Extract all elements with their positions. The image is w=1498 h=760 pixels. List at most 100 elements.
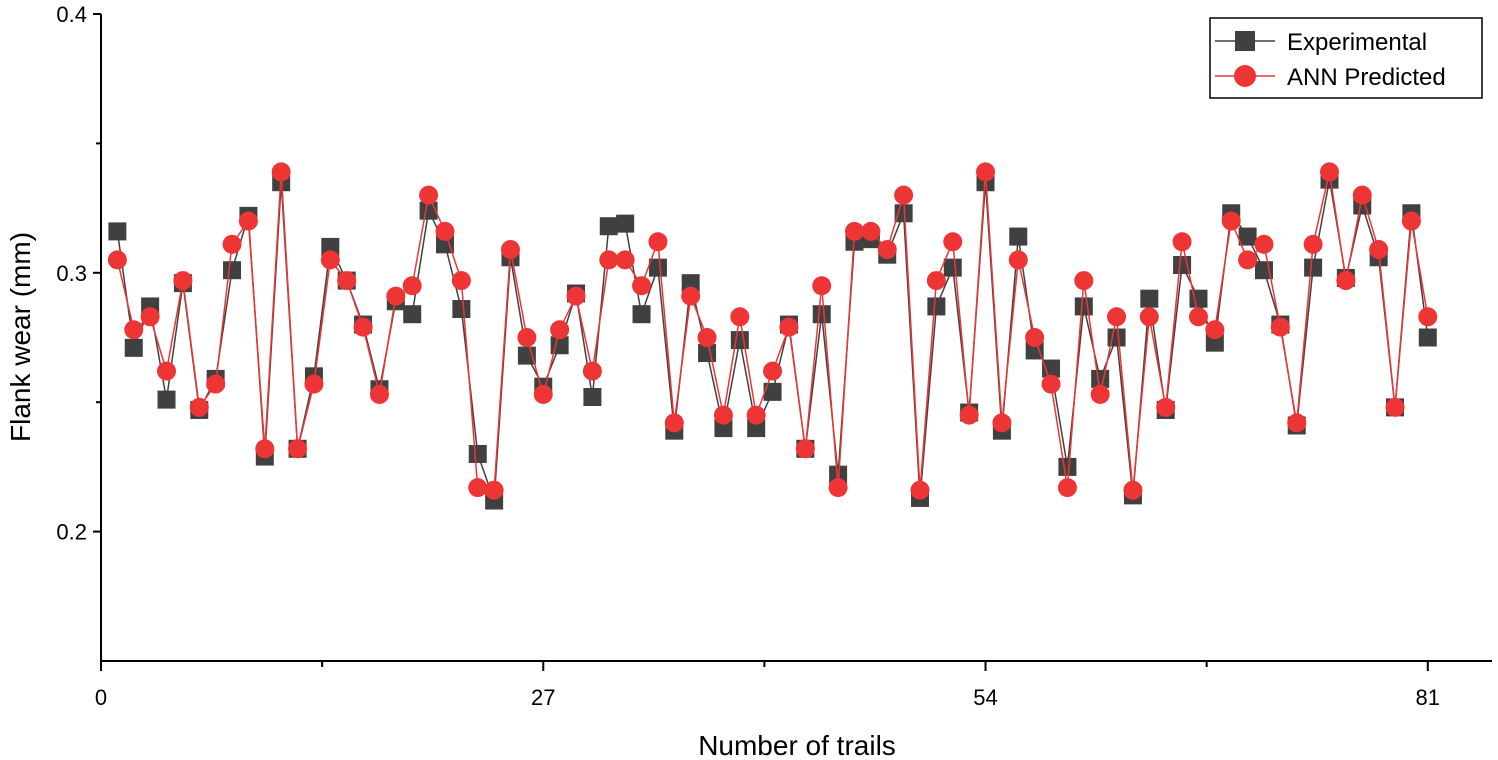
data-point [1058,457,1077,476]
data-point [615,250,635,270]
data-point [992,413,1012,433]
data-point [828,478,848,498]
data-point [1041,374,1061,394]
data-point [829,465,848,484]
data-point [1385,397,1405,417]
data-point [223,261,242,280]
y-axis-title: Flank wear (mm) [5,232,36,442]
data-point [976,162,996,182]
data-point [468,444,487,463]
data-point [632,276,652,296]
data-point [894,185,914,205]
data-point [1238,250,1258,270]
data-point [1336,271,1356,291]
x-tick-label: 0 [95,685,107,710]
data-point [959,405,979,425]
data-point [1123,480,1143,500]
data-point [157,390,176,409]
data-point [451,271,471,291]
data-point [1107,307,1127,327]
x-axis-ticks: 0 27 54 81 [95,661,1440,710]
legend-label-ann-predicted: ANN Predicted [1287,64,1446,91]
data-point [1156,397,1176,417]
legend-marker-ann-predicted [1234,65,1256,87]
data-point [566,286,586,306]
data-point [681,274,700,293]
legend-label-experimental: Experimental [1287,29,1427,56]
data-point [943,232,963,252]
data-point [419,185,439,205]
x-tick-label: 81 [1416,685,1440,710]
data-point [501,240,520,260]
data-point [1418,328,1437,347]
data-point [763,382,782,401]
data-point [222,234,242,254]
data-point [337,271,357,291]
data-point [403,305,422,324]
data-point [664,413,684,433]
data-point [435,235,454,254]
data-point [124,320,144,340]
data-point [1074,297,1093,316]
data-point [1418,307,1438,327]
data-point [747,419,766,438]
data-point [616,214,635,233]
data-point [1008,250,1028,270]
data-point [1205,333,1224,352]
data-point [1369,240,1389,260]
data-point [124,338,143,357]
data-point [517,328,537,347]
data-point [583,388,602,407]
data-point [582,361,602,381]
data-point [402,276,422,296]
data-point [271,162,291,182]
data-point [1304,258,1323,277]
data-point [1254,234,1274,254]
data-point [1205,320,1225,340]
data-point [353,317,373,337]
data-point [795,439,815,459]
data-point [321,237,340,256]
data-point [632,305,651,324]
data-point [1401,211,1421,231]
data-point [1009,227,1028,246]
legend-box [1209,17,1483,99]
data-point [599,250,619,270]
data-point [238,211,258,231]
data-point [779,317,799,337]
data-point [1238,227,1257,246]
data-point [926,271,946,291]
data-point [140,307,160,327]
data-point [550,320,570,340]
data-point [1025,341,1044,360]
data-point [1090,384,1110,404]
data-point [435,221,455,241]
data-point [730,307,750,327]
data-point [861,221,881,241]
data-point [1074,271,1094,291]
y-axis-ticks: 0.2 0.3 0.4 [56,2,101,545]
data-point [910,480,930,500]
data-point [533,384,553,404]
data-point [107,250,127,270]
series-1 [107,162,1438,500]
data-point [812,305,831,324]
data-point [189,397,209,417]
data-point [1287,413,1307,433]
data-point [255,439,275,459]
data-point [746,405,766,425]
data-point [714,419,733,438]
data-point [812,276,832,296]
data-point [599,217,618,236]
data-point [1172,232,1192,252]
data-point [386,286,406,306]
data-point [1270,317,1290,337]
data-point [1057,478,1077,498]
data-point [648,258,667,277]
y-tick-label: 0.4 [56,2,87,27]
data-point [1107,328,1126,347]
data-point [304,374,324,394]
series-layer [107,162,1438,510]
x-axis-title: Number of trails [698,730,896,760]
